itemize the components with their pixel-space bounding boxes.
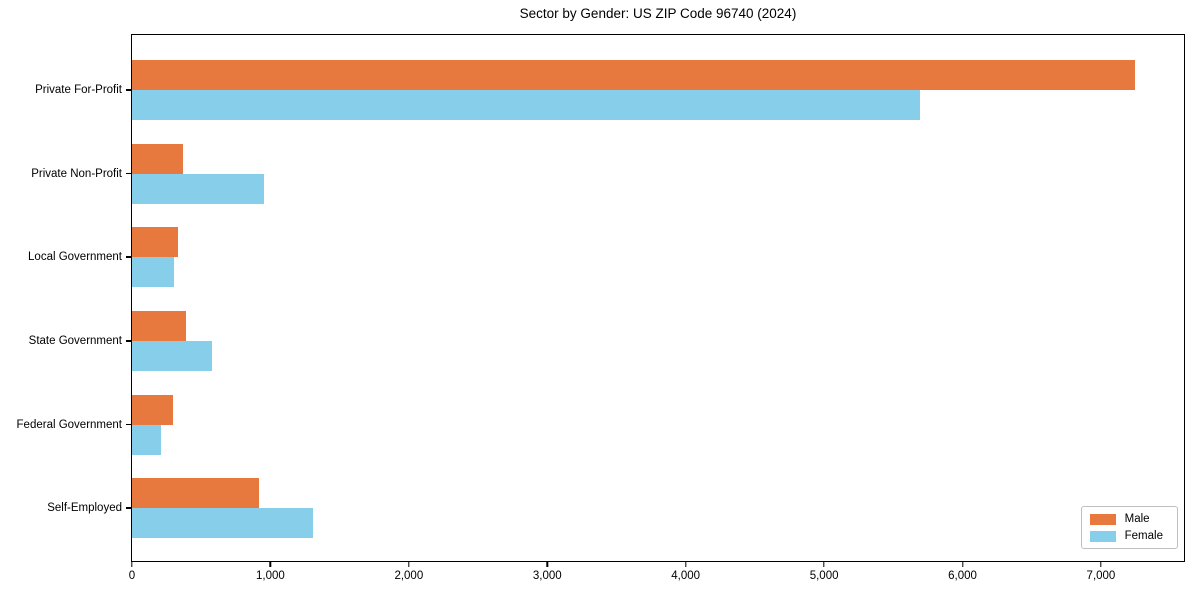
- y-tick-self-employed: [126, 507, 132, 509]
- y-tick-federal-government: [126, 423, 132, 426]
- bar-male-state-government: [132, 310, 186, 341]
- y-tick-local-government: [126, 256, 132, 258]
- x-tick-5000: [823, 561, 825, 567]
- x-tick-2000: [408, 561, 410, 567]
- x-tick-label-3000: 3,000: [532, 570, 562, 582]
- bar-group-state-government: [132, 310, 1184, 371]
- bar-male-federal-government: [132, 394, 173, 425]
- legend-entry-female: Female: [1089, 530, 1169, 542]
- x-tick-label-7000: 7,000: [1086, 570, 1116, 582]
- x-tick-3000: [546, 561, 548, 567]
- bar-group-federal-government: [132, 394, 1184, 455]
- bar-male-private-for-profit: [132, 59, 1135, 90]
- x-tick-label-6000: 6,000: [948, 570, 977, 582]
- x-tick-label-0: 0: [128, 570, 136, 582]
- y-tick-state-government: [126, 340, 132, 342]
- legend-swatch-female: [1089, 530, 1116, 542]
- y-tick-private-non-profit: [126, 172, 132, 175]
- bar-female-local-government: [132, 257, 174, 288]
- x-tick-label-1000: 1,000: [256, 570, 285, 582]
- y-label-local-government: Local Government: [28, 251, 122, 264]
- legend-label-female: Female: [1124, 530, 1163, 542]
- x-tick-7000: [1100, 561, 1102, 567]
- bar-female-federal-government: [132, 424, 162, 455]
- bar-group-private-non-profit: [132, 143, 1184, 204]
- x-tick-4000: [684, 561, 687, 567]
- y-label-self-employed: Self-Employed: [47, 502, 122, 515]
- plot-area: Male Female Private For-Profit Private Non…: [17, 34, 1185, 582]
- bar-group-local-government: [132, 227, 1184, 288]
- bar-group-private-for-profit: [132, 59, 1184, 120]
- bar-group-self-employed: [132, 478, 1184, 539]
- x-tick-0: [131, 561, 133, 567]
- bar-male-private-non-profit: [132, 143, 183, 174]
- bar-female-private-non-profit: [132, 173, 264, 204]
- legend-label-male: Male: [1124, 513, 1150, 525]
- bar-male-self-employed: [132, 478, 259, 509]
- chart-title: Sector by Gender: US ZIP Code 96740 (202…: [519, 6, 797, 21]
- bar-male-local-government: [132, 227, 179, 258]
- bar-female-self-employed: [132, 508, 314, 539]
- y-label-private-non-profit: Private Non-Profit: [31, 167, 122, 180]
- x-tick-6000: [961, 561, 964, 567]
- y-label-private-for-profit: Private For-Profit: [35, 83, 122, 96]
- y-tick-private-for-profit: [126, 89, 132, 91]
- legend-swatch-male: [1089, 513, 1116, 525]
- legend: Male Female: [1080, 506, 1178, 549]
- x-tick-label-5000: 5,000: [809, 570, 839, 582]
- y-label-state-government: State Government: [28, 334, 122, 347]
- bar-female-private-for-profit: [132, 89, 920, 120]
- legend-entry-male: Male: [1089, 513, 1169, 525]
- x-tick-label-2000: 2,000: [394, 570, 424, 582]
- x-tick-label-4000: 4,000: [671, 570, 701, 582]
- x-tick-1000: [269, 561, 272, 567]
- y-label-federal-government: Federal Government: [16, 418, 122, 431]
- bar-female-state-government: [132, 340, 212, 371]
